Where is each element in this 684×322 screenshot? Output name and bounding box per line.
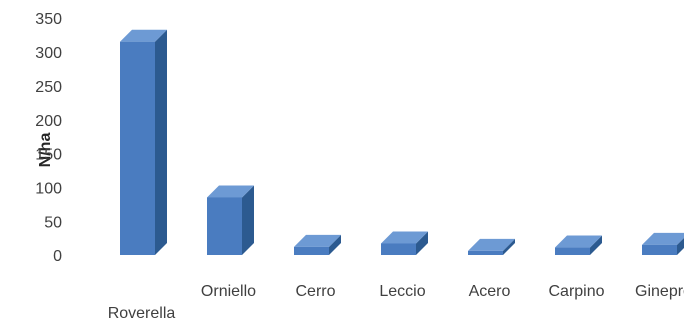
bar [468, 238, 515, 255]
y-tick-label: 350 [35, 11, 62, 28]
bar-side [677, 237, 684, 255]
y-tick-label: 50 [44, 214, 62, 231]
bars [120, 29, 684, 256]
bar [381, 231, 428, 255]
bar-top [642, 232, 684, 245]
bar [555, 235, 602, 255]
bar-front [294, 246, 329, 255]
bar-side [329, 234, 341, 255]
bar-top [381, 231, 428, 244]
y-tick-label: 150 [35, 147, 62, 164]
y-tick-label: 250 [35, 79, 62, 96]
y-tick-label: 0 [53, 248, 62, 265]
bar-side [503, 238, 515, 255]
bar-side [416, 231, 428, 255]
bar-side [242, 185, 254, 255]
bar-front [642, 244, 677, 255]
bar-front [207, 197, 242, 255]
category-label: Acero [469, 283, 511, 300]
category-labels: Roverella Orniello Cerro Leccio Acero Carpino… [108, 283, 684, 322]
bar-side [590, 235, 602, 255]
category-label: Cerro [295, 283, 335, 300]
category-label: Roverella [108, 305, 176, 322]
bar-top [120, 29, 167, 42]
bar-side [155, 29, 167, 256]
y-tick-labels: 0 50 100 150 200 250 300 350 [35, 11, 62, 265]
y-axis-title: N/ha [37, 133, 54, 168]
bar [120, 29, 167, 256]
bar [207, 185, 254, 255]
bar [294, 234, 341, 255]
y-tick-label: 300 [35, 45, 62, 62]
bar-front [468, 250, 503, 255]
category-label: Orniello [201, 283, 256, 300]
bar-front [120, 41, 155, 256]
bar-top [555, 235, 602, 248]
bar-front [381, 243, 416, 255]
bar-top [294, 234, 341, 247]
category-label: Carpino [548, 283, 604, 300]
category-label: Ginepro [635, 283, 684, 300]
bar-front [555, 247, 590, 255]
y-tick-label: 200 [35, 113, 62, 130]
y-tick-label: 100 [35, 181, 62, 198]
bar-top [468, 238, 515, 251]
bar-top [207, 185, 254, 198]
category-label: Leccio [379, 283, 425, 300]
bar [642, 232, 684, 255]
